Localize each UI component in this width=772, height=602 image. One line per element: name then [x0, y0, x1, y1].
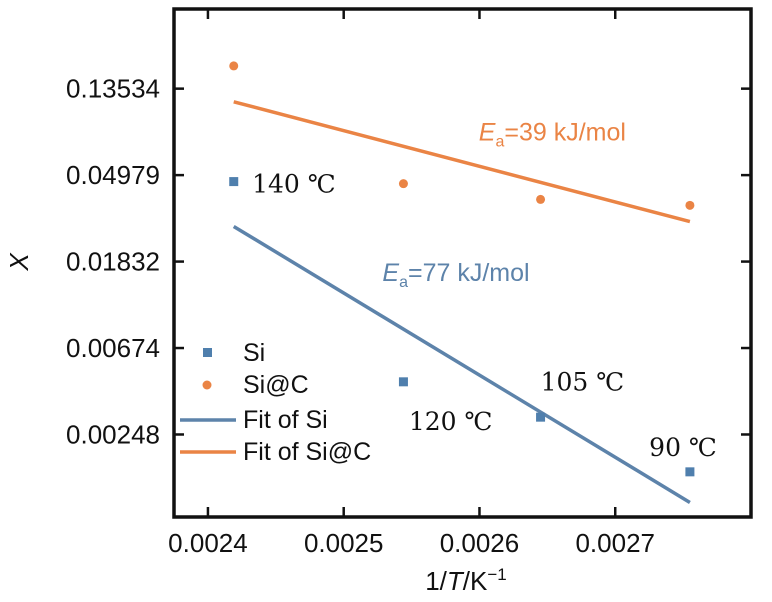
- x-tick-label: 0.0024: [168, 528, 248, 558]
- legend: Si Si@C Fit of Si Fit of Si@C: [180, 339, 371, 466]
- y-tick-label: 0.13534: [66, 74, 160, 104]
- legend-label-fit-sic: Fit of Si@C: [243, 438, 371, 466]
- x-axis-title-prefix: 1/: [425, 566, 447, 596]
- data-point-sic: [229, 61, 239, 71]
- ea-symbol: E: [382, 259, 399, 287]
- ea-symbol: E: [479, 119, 496, 147]
- data-point-si: [685, 467, 695, 477]
- x-tick-label: 0.0027: [575, 528, 655, 558]
- fit-line-fit-of-si: [232, 224, 691, 504]
- data-markers: [229, 61, 695, 477]
- data-point-sic: [398, 179, 408, 189]
- y-axis-title: X: [4, 252, 34, 272]
- y-tick-label: 0.01832: [66, 247, 160, 277]
- y-axis: 0.00248 0.00674 0.01832 0.04979 0.13534: [66, 74, 751, 449]
- data-point-sic: [536, 194, 546, 204]
- x-axis-title-unit: /K: [463, 566, 488, 596]
- y-tick-label: 0.04979: [66, 160, 160, 190]
- temperature-label: 140 ℃: [252, 170, 336, 199]
- x-axis-title-exponent: −1: [487, 565, 506, 584]
- x-axis-title: 1/T/K−1: [425, 565, 507, 596]
- data-point-si: [536, 412, 546, 422]
- ea-value: =77 kJ/mol: [408, 259, 530, 287]
- legend-marker-sic: [202, 380, 212, 390]
- temperature-label: 90 ℃: [649, 433, 717, 462]
- plot-frame: [172, 7, 753, 519]
- ea-subscript: a: [495, 134, 504, 151]
- data-point-si: [398, 377, 408, 387]
- data-point-sic: [685, 200, 695, 210]
- x-tick-label: 0.0026: [440, 528, 520, 558]
- x-axis-title-variable: T: [447, 566, 465, 596]
- temperature-annotations: 140 ℃ 120 ℃ 105 ℃ 90 ℃: [252, 170, 717, 463]
- activation-energy-label: Ea=39 kJ/mol: [479, 119, 626, 151]
- data-point-si: [229, 177, 239, 187]
- ea-subscript: a: [399, 274, 408, 291]
- legend-label-fit-si: Fit of Si: [243, 406, 328, 434]
- activation-energy-label: Ea=77 kJ/mol: [382, 259, 529, 291]
- legend-marker-si: [203, 348, 212, 357]
- fit-line-fit-of-si-c: [233, 100, 691, 224]
- temperature-label: 105 ℃: [541, 367, 625, 396]
- y-tick-label: 0.00674: [66, 333, 160, 363]
- legend-label-si: Si: [243, 339, 265, 367]
- x-tick-label: 0.0025: [304, 528, 384, 558]
- ea-value: =39 kJ/mol: [504, 119, 626, 147]
- x-axis: 0.0024 0.0025 0.0026 0.0027: [168, 9, 655, 558]
- temperature-label: 120 ℃: [409, 407, 493, 436]
- y-tick-label: 0.00248: [66, 419, 160, 449]
- fit-lines: [232, 100, 691, 504]
- legend-label-sic: Si@C: [243, 371, 309, 399]
